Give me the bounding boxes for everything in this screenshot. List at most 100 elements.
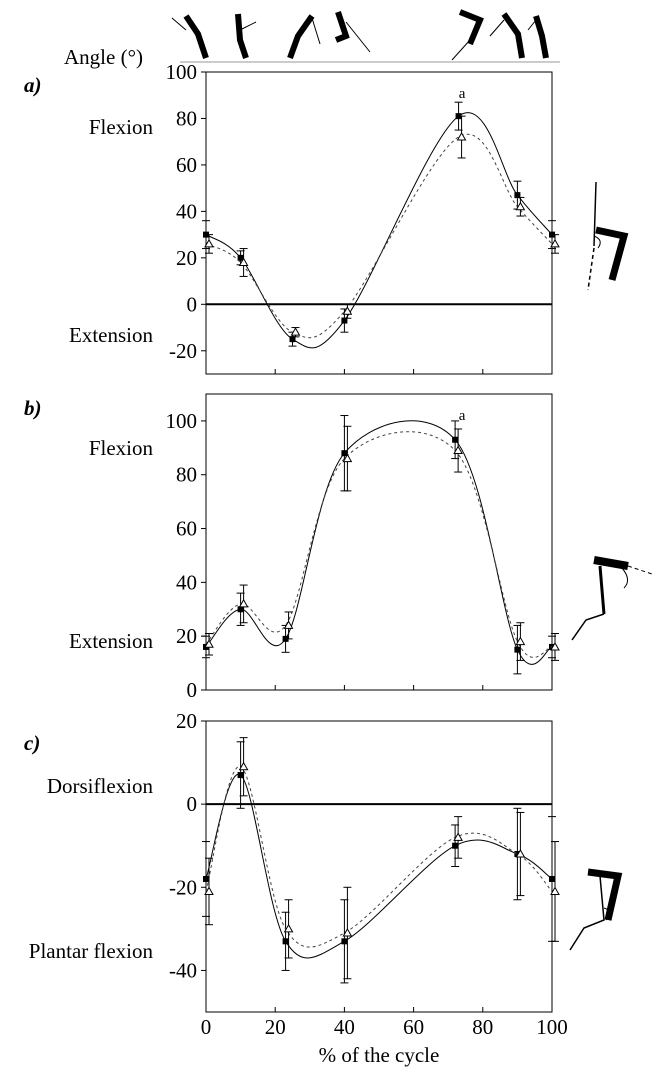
data-point <box>204 238 214 248</box>
x-tick-label: 80 <box>472 1015 493 1039</box>
side-label: Flexion <box>89 436 154 460</box>
data-point <box>341 317 348 324</box>
y-tick-label: 100 <box>166 409 198 433</box>
hip-angle-icon <box>587 181 629 291</box>
plot-frame <box>205 720 553 1013</box>
panel-label: c) <box>24 731 40 755</box>
data-point <box>550 641 560 651</box>
x-tick-label: 100 <box>536 1015 568 1039</box>
knee-angle-icon <box>571 556 653 641</box>
gait-figure-2-icon <box>235 13 257 59</box>
y-tick-label: -40 <box>169 958 197 982</box>
plot-frame <box>205 393 553 691</box>
significance-marker: a <box>459 408 466 424</box>
gait-figure-5-icon <box>451 9 484 61</box>
data-point <box>237 772 244 779</box>
x-tick-label: 20 <box>265 1015 286 1039</box>
panel-label: b) <box>24 396 42 420</box>
series-2 <box>204 737 560 980</box>
series-2 <box>204 115 560 339</box>
y-axis-title: Angle (°) <box>64 45 143 69</box>
data-point <box>238 761 249 771</box>
y-tick-label: 0 <box>187 792 198 816</box>
y-tick-label: 20 <box>176 246 197 270</box>
y-tick-label: 40 <box>176 570 197 594</box>
gait-figure-3-icon <box>287 14 321 60</box>
side-label: Flexion <box>89 115 154 139</box>
y-tick-label: 80 <box>176 106 197 130</box>
gait-figure-1-icon <box>171 14 209 59</box>
data-point <box>550 886 560 895</box>
series-line <box>205 420 553 665</box>
data-point <box>549 875 555 882</box>
series-1 <box>202 101 556 349</box>
chart-panel-3: -40 -20 0 20 0 20 40 60 80 100 c) Dorsiflexion Plant… <box>24 709 568 1039</box>
side-label: Dorsiflexion <box>47 774 154 798</box>
data-point <box>453 445 463 455</box>
y-tick-label: 100 <box>166 60 198 84</box>
data-point <box>453 832 463 841</box>
chart-panel-2: 0 20 40 60 80 100 b) Flexion Extension a <box>24 393 560 702</box>
plot-frame <box>205 71 553 375</box>
data-point <box>549 643 555 650</box>
series-line <box>205 133 553 339</box>
gait-figure-6-icon <box>489 12 525 59</box>
data-point <box>238 257 249 266</box>
data-point <box>514 851 521 858</box>
data-point <box>456 132 467 141</box>
data-point <box>515 849 526 858</box>
data-point <box>289 336 296 343</box>
data-point <box>290 327 301 336</box>
significance-marker: a <box>459 86 466 102</box>
data-point <box>283 620 294 629</box>
data-point <box>238 598 249 608</box>
data-point <box>341 938 348 945</box>
x-axis-title: % of the cycle <box>319 1043 440 1067</box>
data-point <box>514 646 521 653</box>
data-point <box>515 636 526 646</box>
series-1 <box>202 741 556 984</box>
series-2 <box>204 425 560 661</box>
data-point <box>514 192 521 199</box>
data-point <box>203 875 209 882</box>
y-tick-label: 0 <box>187 292 198 316</box>
data-point <box>204 886 214 895</box>
data-point <box>342 453 353 463</box>
y-tick-label: 80 <box>176 463 197 487</box>
data-point <box>341 450 348 457</box>
chart-panels: -20 0 20 40 60 80 100 a) Flexion Extension a 0 20 40 6… <box>24 60 568 1039</box>
series-1 <box>202 415 556 675</box>
side-label: Extension <box>69 629 153 653</box>
x-tick-label: 60 <box>403 1015 424 1039</box>
panel-label: a) <box>24 73 42 97</box>
data-point <box>282 938 289 945</box>
y-tick-label: 20 <box>176 624 197 648</box>
y-tick-label: 60 <box>176 517 197 541</box>
data-point <box>237 606 244 613</box>
y-tick-label: 40 <box>176 199 197 223</box>
data-point <box>550 238 560 248</box>
gait-figure-4-icon <box>334 11 371 53</box>
gait-figure-7-icon <box>527 15 549 59</box>
data-point <box>342 928 353 937</box>
data-point <box>342 306 353 315</box>
x-tick-label: 0 <box>201 1015 212 1039</box>
series-line <box>205 766 553 948</box>
data-point <box>237 254 244 261</box>
data-point <box>515 201 526 211</box>
chart-panel-1: -20 0 20 40 60 80 100 a) Flexion Extension a <box>24 60 560 375</box>
y-tick-label: 20 <box>176 709 197 733</box>
series-line <box>205 112 553 349</box>
data-point <box>283 923 294 933</box>
gait-phase-pictograms <box>171 9 560 63</box>
side-label: Plantar flexion <box>29 939 154 963</box>
ankle-angle-icon <box>569 868 623 951</box>
y-tick-label: 0 <box>187 678 198 702</box>
data-point <box>452 436 459 443</box>
data-point <box>452 842 459 849</box>
y-tick-label: -20 <box>169 339 197 363</box>
y-tick-label: -20 <box>169 875 197 899</box>
series-line <box>205 431 553 658</box>
side-label: Extension <box>69 323 153 347</box>
